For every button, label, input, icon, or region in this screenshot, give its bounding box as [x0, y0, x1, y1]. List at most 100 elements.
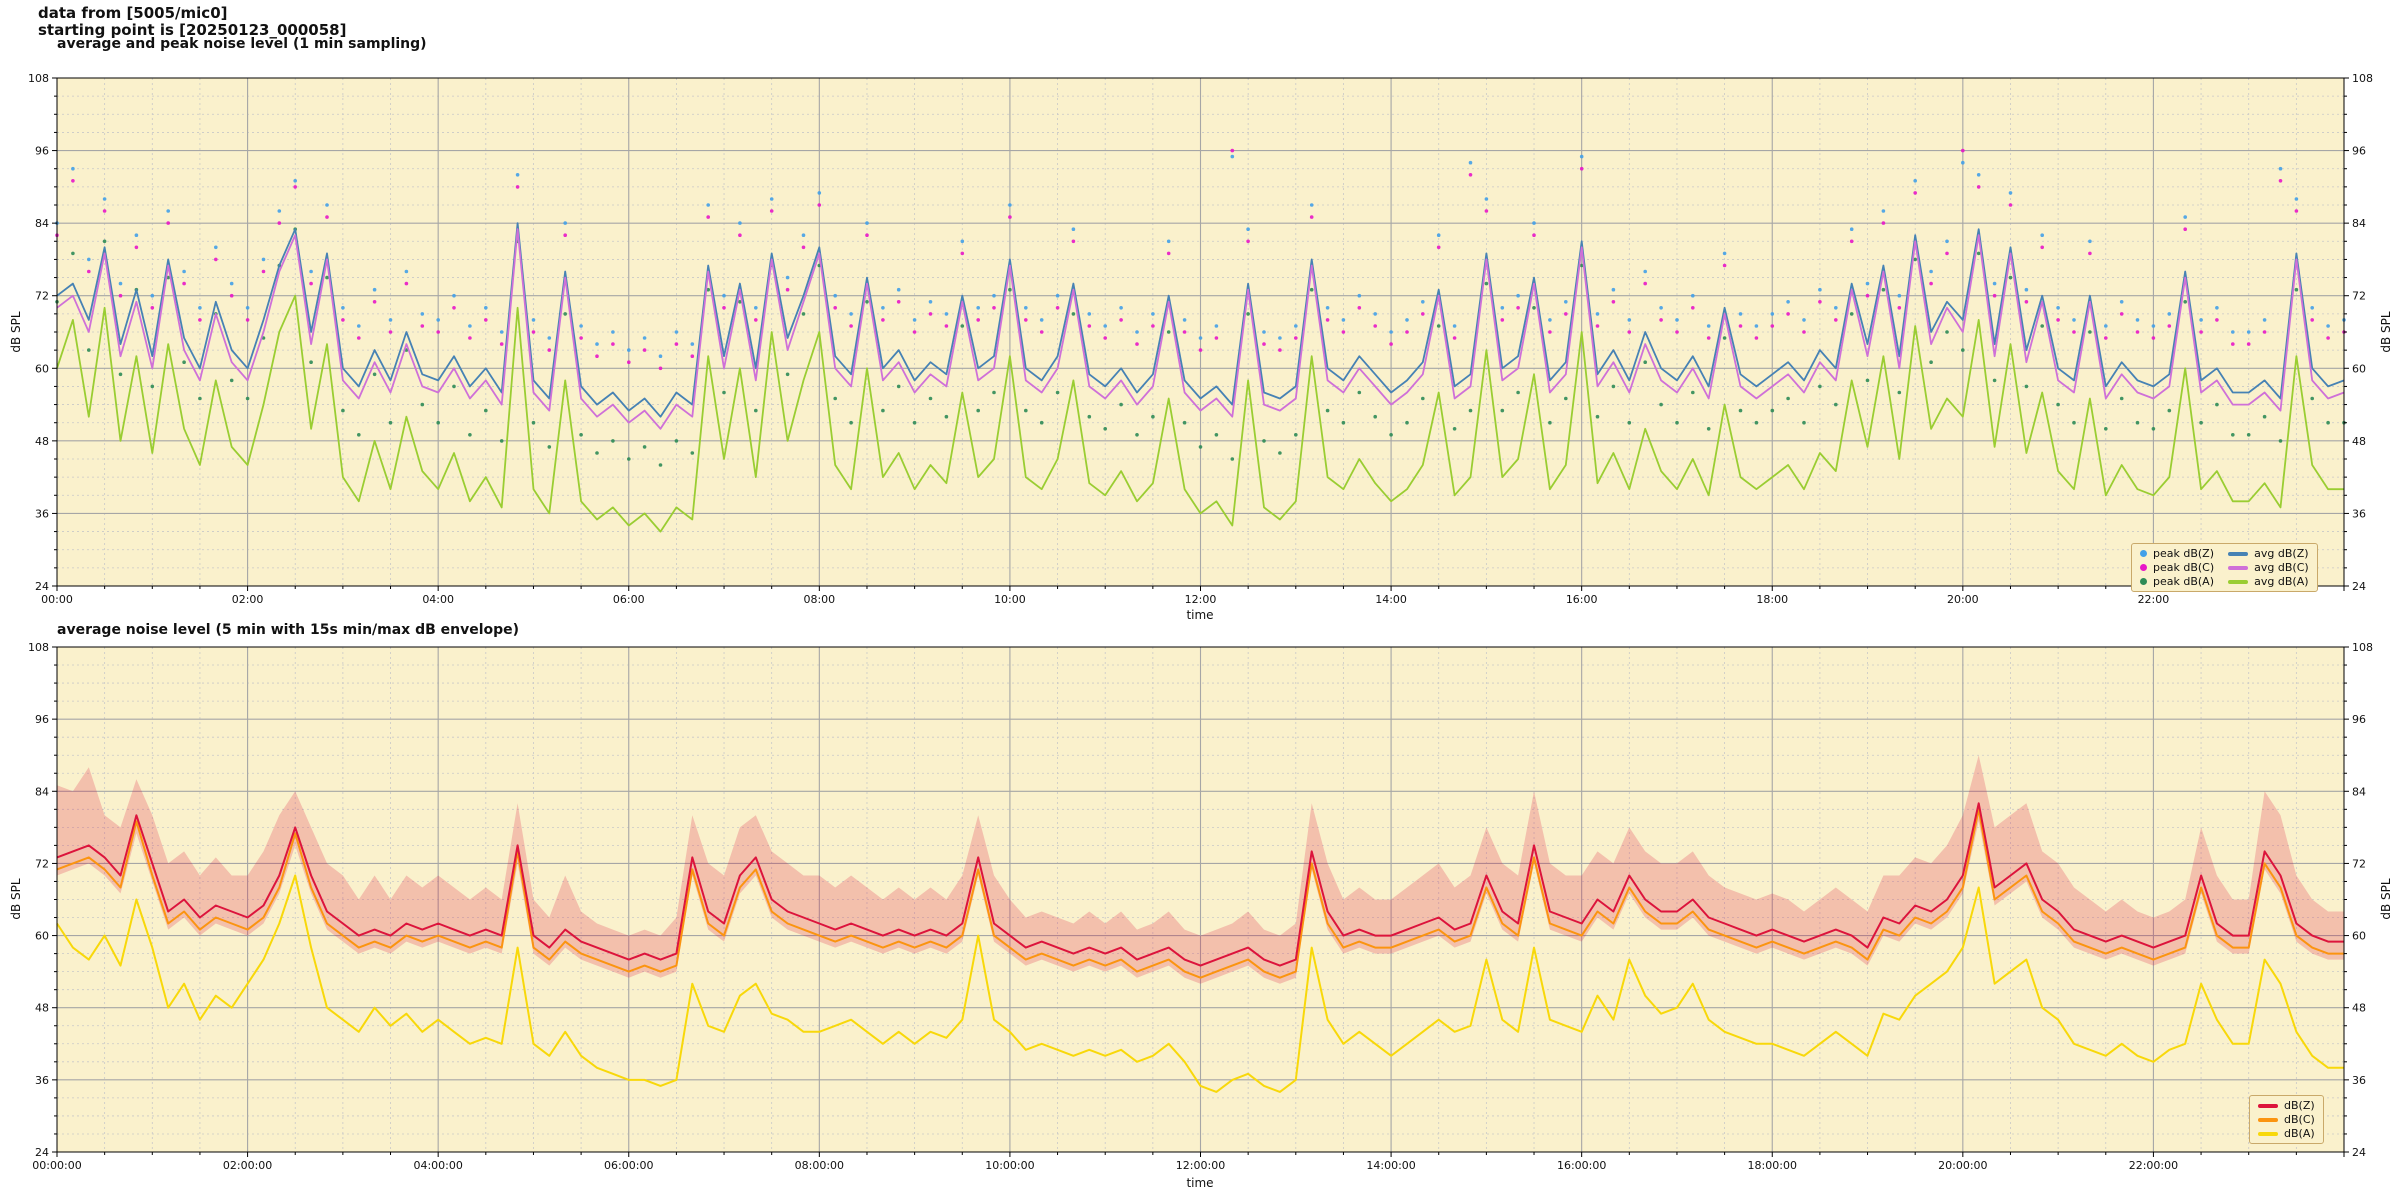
legend-label: dB(Z) [2284, 1099, 2315, 1112]
avg-dbc-marker-icon [2228, 565, 2249, 570]
legend-label: dB(A) [2284, 1127, 2315, 1140]
y-tick-label-left: 84 [35, 217, 49, 230]
chart1-title: average and peak noise level (1 min samp… [57, 36, 427, 52]
legend-item-peak-dbz: peak dB(Z) [2140, 547, 2214, 560]
y-tick-label-left: 36 [35, 507, 49, 520]
db-a-line [56, 874, 2344, 1093]
chart1-legend: peak dB(Z) avg dB(Z) peak dB(C) avg dB(C… [2131, 543, 2318, 592]
dba-marker-icon [2258, 1131, 2278, 1136]
x-tick-label: 12:00:00 [1176, 1159, 1225, 1172]
db-c-line [56, 808, 2344, 979]
chart2-xlabel: time [1186, 1176, 1214, 1190]
x-tick-label: 18:00 [1756, 593, 1788, 606]
y-tick-label-right: 60 [2352, 362, 2366, 375]
legend-item-dbc: dB(C) [2258, 1113, 2315, 1126]
legend-label: dB(C) [2284, 1113, 2315, 1126]
x-tick-label: 16:00:00 [1557, 1159, 1606, 1172]
y-tick-label-right: 96 [2352, 713, 2366, 726]
y-tick-label-left: 48 [35, 435, 49, 448]
x-tick-label: 04:00:00 [413, 1159, 462, 1172]
y-tick-label-left: 72 [35, 857, 49, 870]
peak-db-c-dots [55, 148, 2346, 371]
x-tick-label: 14:00 [1375, 593, 1407, 606]
legend-label: avg dB(Z) [2254, 547, 2309, 560]
y-tick-label-right: 84 [2352, 785, 2366, 798]
x-tick-label: 08:00:00 [795, 1159, 844, 1172]
x-tick-label: 00:00 [41, 593, 73, 606]
x-tick-label: 00:00:00 [32, 1159, 81, 1172]
y-tick-label-right: 72 [2352, 290, 2366, 303]
x-tick-label: 08:00 [803, 593, 835, 606]
avg-db-a-line [56, 294, 2344, 533]
x-tick-label: 04:00 [422, 593, 454, 606]
y-tick-label-right: 48 [2352, 1002, 2366, 1015]
db-z-line [56, 802, 2344, 967]
x-tick-label: 02:00:00 [223, 1159, 272, 1172]
y-tick-label-left: 72 [35, 290, 49, 303]
y-tick-label-left: 36 [35, 1074, 49, 1087]
x-tick-label: 06:00:00 [604, 1159, 653, 1172]
legend-label: peak dB(Z) [2153, 547, 2215, 560]
y-tick-label-left: 108 [28, 641, 49, 654]
db-z-envelope [57, 755, 2344, 984]
y-tick-label-right: 24 [2352, 580, 2366, 593]
avg-db-z-line [56, 222, 2345, 418]
avg-db-c-line [56, 228, 2345, 430]
x-tick-label: 16:00 [1566, 593, 1598, 606]
x-tick-label: 12:00 [1185, 593, 1217, 606]
legend-item-dbz: dB(Z) [2258, 1099, 2315, 1112]
peak-dba-marker-icon [2140, 578, 2147, 585]
legend-label: avg dB(C) [2254, 561, 2309, 574]
legend-item-peak-dba: peak dB(A) [2140, 575, 2214, 588]
y-tick-label-left: 24 [35, 580, 49, 593]
y-tick-label-right: 36 [2352, 507, 2366, 520]
peak-db-a-dots [55, 227, 2346, 467]
x-tick-label: 18:00:00 [1748, 1159, 1797, 1172]
dbc-marker-icon [2258, 1117, 2278, 1122]
legend-item-avg-dbc: avg dB(C) [2228, 561, 2309, 574]
header-source-line: data from [5005/mic0] [38, 4, 228, 22]
x-tick-label: 20:00 [1947, 593, 1979, 606]
y-tick-label-right: 48 [2352, 435, 2366, 448]
y-tick-label-right: 72 [2352, 857, 2366, 870]
legend-label: peak dB(A) [2153, 575, 2214, 588]
chart2-legend: dB(Z) dB(C) dB(A) [2249, 1095, 2324, 1144]
legend-item-dba: dB(A) [2258, 1127, 2315, 1140]
x-tick-label: 22:00:00 [2129, 1159, 2178, 1172]
y-tick-label-left: 96 [35, 713, 49, 726]
chart2-ylabel-left: dB SPL [9, 878, 23, 920]
y-tick-label-right: 96 [2352, 145, 2366, 158]
y-tick-label-right: 84 [2352, 217, 2366, 230]
x-tick-label: 10:00:00 [985, 1159, 1034, 1172]
peak-dbc-marker-icon [2140, 564, 2147, 571]
y-tick-label-right: 24 [2352, 1146, 2366, 1159]
y-tick-label-left: 60 [35, 362, 49, 375]
peak-dbz-marker-icon [2140, 550, 2147, 557]
y-tick-label-left: 24 [35, 1146, 49, 1159]
peak-db-z-dots [55, 154, 2346, 359]
legend-item-avg-dbz: avg dB(Z) [2228, 547, 2309, 560]
y-tick-label-right: 108 [2352, 72, 2373, 85]
avg-dbz-marker-icon [2228, 551, 2249, 556]
y-tick-label-left: 84 [35, 785, 49, 798]
avg-dba-marker-icon [2228, 579, 2249, 584]
x-tick-label: 14:00:00 [1366, 1159, 1415, 1172]
legend-item-avg-dba: avg dB(A) [2228, 575, 2309, 588]
y-tick-label-left: 108 [28, 72, 49, 85]
chart1-ylabel-right: dB SPL [2379, 311, 2393, 353]
x-tick-label: 10:00 [994, 593, 1026, 606]
y-tick-label-right: 60 [2352, 930, 2366, 943]
avg-noise-5min-envelope: 00:00:00 02:00:00 04:00:00 06:00:00 08:00:00… [28, 641, 2373, 1172]
x-tick-label: 22:00 [2138, 593, 2170, 606]
y-tick-label-right: 36 [2352, 1074, 2366, 1087]
x-tick-label: 20:00:00 [1938, 1159, 1987, 1172]
dbz-marker-icon [2258, 1103, 2278, 1108]
legend-item-peak-dbc: peak dB(C) [2140, 561, 2214, 574]
y-tick-label-right: 108 [2352, 641, 2373, 654]
chart1-ylabel-left: dB SPL [9, 311, 23, 353]
x-tick-label: 02:00 [232, 593, 264, 606]
chart2-title: average noise level (5 min with 15s min/… [57, 622, 520, 638]
chart1-xlabel: time [1186, 608, 1214, 622]
y-tick-label-left: 48 [35, 1002, 49, 1015]
